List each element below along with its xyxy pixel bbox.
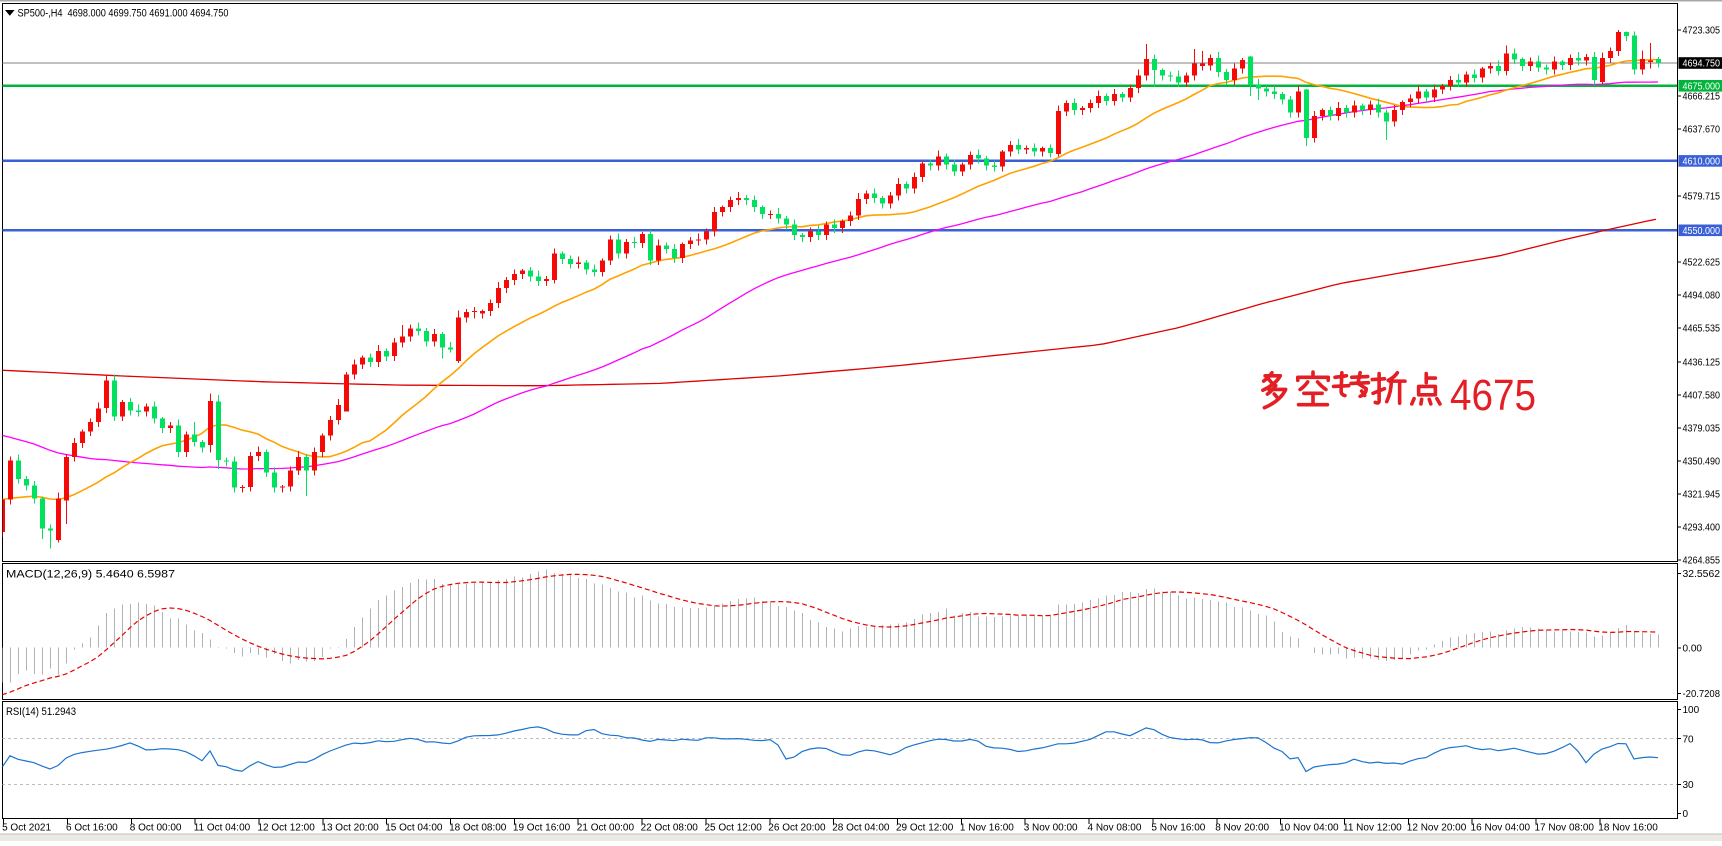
svg-text:4293.400: 4293.400 <box>1683 522 1721 533</box>
svg-text:26 Oct 20:00: 26 Oct 20:00 <box>768 823 826 834</box>
svg-text:MACD(12,26,9) 5.4640 6.5987: MACD(12,26,9) 5.4640 6.5987 <box>6 569 175 581</box>
svg-text:11 Oct 04:00: 11 Oct 04:00 <box>194 823 251 834</box>
svg-text:11 Nov 12:00: 11 Nov 12:00 <box>1343 823 1402 834</box>
svg-text:4723.305: 4723.305 <box>1683 26 1721 37</box>
svg-text:4675: 4675 <box>1450 371 1536 420</box>
svg-text:4610.000: 4610.000 <box>1683 157 1721 168</box>
svg-text:21 Oct 00:00: 21 Oct 00:00 <box>577 823 635 834</box>
svg-text:25 Oct 12:00: 25 Oct 12:00 <box>705 823 763 834</box>
svg-text:-20.7208: -20.7208 <box>1683 689 1721 700</box>
svg-text:6 Oct 16:00: 6 Oct 16:00 <box>66 823 118 834</box>
svg-text:4379.035: 4379.035 <box>1683 424 1721 435</box>
svg-text:4694.750: 4694.750 <box>1683 59 1721 70</box>
svg-text:17 Nov 08:00: 17 Nov 08:00 <box>1535 823 1595 834</box>
svg-text:4550.000: 4550.000 <box>1683 226 1721 237</box>
svg-text:4666.215: 4666.215 <box>1683 92 1721 103</box>
svg-text:19 Oct 16:00: 19 Oct 16:00 <box>513 823 571 834</box>
svg-text:8 Oct 00:00: 8 Oct 00:00 <box>130 823 182 834</box>
svg-text:4350.490: 4350.490 <box>1683 457 1721 468</box>
svg-text:4436.125: 4436.125 <box>1683 358 1721 369</box>
svg-text:4675.000: 4675.000 <box>1683 81 1721 92</box>
svg-text:5 Oct 2021: 5 Oct 2021 <box>2 823 51 834</box>
svg-text:18 Nov 16:00: 18 Nov 16:00 <box>1598 823 1658 834</box>
svg-text:12 Oct 12:00: 12 Oct 12:00 <box>258 823 316 834</box>
svg-text:28 Oct 04:00: 28 Oct 04:00 <box>832 823 890 834</box>
svg-text:4579.715: 4579.715 <box>1683 192 1721 203</box>
svg-text:10 Nov 04:00: 10 Nov 04:00 <box>1279 823 1339 834</box>
svg-text:12 Nov 20:00: 12 Nov 20:00 <box>1407 823 1467 834</box>
svg-text:4494.080: 4494.080 <box>1683 291 1721 302</box>
svg-text:SP500-,H4 4698.000 4699.750 4: SP500-,H4 4698.000 4699.750 4691.000 469… <box>18 8 229 20</box>
svg-text:100: 100 <box>1683 705 1700 716</box>
svg-text:4637.670: 4637.670 <box>1683 125 1721 136</box>
svg-text:16 Nov 04:00: 16 Nov 04:00 <box>1471 823 1531 834</box>
svg-text:22 Oct 08:00: 22 Oct 08:00 <box>641 823 699 834</box>
svg-text:15 Oct 04:00: 15 Oct 04:00 <box>385 823 443 834</box>
svg-text:29 Oct 12:00: 29 Oct 12:00 <box>896 823 954 834</box>
svg-text:32.5562: 32.5562 <box>1683 569 1721 580</box>
svg-text:0.00: 0.00 <box>1683 644 1703 655</box>
svg-text:0: 0 <box>1683 809 1689 820</box>
svg-text:8 Nov 20:00: 8 Nov 20:00 <box>1215 823 1269 834</box>
svg-text:13 Oct 20:00: 13 Oct 20:00 <box>321 823 379 834</box>
svg-text:RSI(14) 51.2943: RSI(14) 51.2943 <box>6 706 76 718</box>
svg-text:3 Nov 00:00: 3 Nov 00:00 <box>1024 823 1078 834</box>
svg-text:4321.945: 4321.945 <box>1683 489 1721 500</box>
svg-text:4 Nov 08:00: 4 Nov 08:00 <box>1088 823 1142 834</box>
svg-text:18 Oct 08:00: 18 Oct 08:00 <box>449 823 507 834</box>
svg-text:5 Nov 16:00: 5 Nov 16:00 <box>1151 823 1205 834</box>
svg-text:70: 70 <box>1683 734 1695 745</box>
svg-text:30: 30 <box>1683 780 1695 791</box>
svg-text:4264.855: 4264.855 <box>1683 555 1721 566</box>
svg-text:4522.625: 4522.625 <box>1683 258 1721 269</box>
svg-text:4407.580: 4407.580 <box>1683 391 1721 402</box>
svg-text:4465.535: 4465.535 <box>1683 324 1721 335</box>
svg-text:1 Nov 16:00: 1 Nov 16:00 <box>960 823 1014 834</box>
